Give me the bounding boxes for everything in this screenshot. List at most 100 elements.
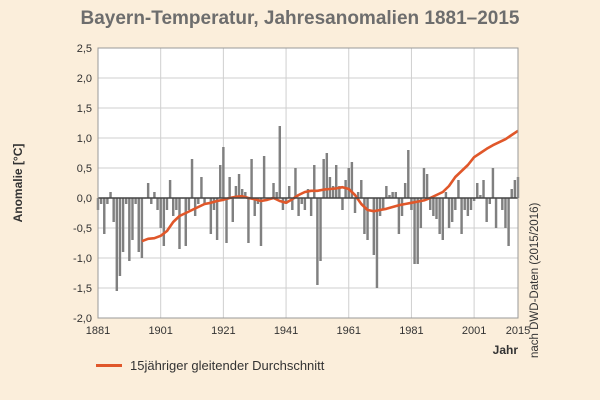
y-tick-label: 2,5 [77,43,92,55]
anomaly-bar [306,189,310,198]
anomaly-bar [153,192,156,198]
anomaly-bar [419,198,423,228]
anomaly-bar [159,198,162,228]
anomaly-bar [150,198,153,204]
anomaly-bar [219,165,222,198]
anomaly-bar [347,168,350,198]
anomaly-bar [504,198,507,228]
anomaly-bar [319,198,322,261]
legend-label: 15jähriger gleitender Durchschnitt [130,358,325,373]
anomaly-bar [99,198,103,204]
anomaly-bar [203,198,206,204]
anomaly-bar [334,165,338,198]
anomaly-bar [438,198,441,234]
anomaly-bar [128,198,131,261]
anomaly-bar [391,192,394,198]
anomaly-bar [331,186,335,198]
anomaly-bar [416,198,419,264]
anomaly-bar [225,198,228,243]
anomaly-bar [253,198,256,216]
anomaly-bar [447,198,451,228]
anomaly-bar [228,177,231,198]
anomaly-bar [121,198,125,252]
anomaly-bar [250,159,253,198]
anomaly-bar [366,198,369,240]
anomaly-bar [124,198,128,204]
anomaly-bar [397,198,401,234]
anomaly-bar [513,180,517,198]
anomaly-bar [485,198,488,222]
anomaly-bar [146,183,150,198]
anomaly-bar [215,198,219,240]
anomaly-bar [131,198,134,240]
anomaly-bar [429,198,432,210]
anomaly-bar [338,186,341,198]
anomaly-bar [244,192,247,198]
anomaly-bar [444,192,448,198]
anomaly-bar [372,198,376,255]
anomaly-bar [103,198,106,234]
anomaly-bar [190,159,194,198]
x-tick-label: 1941 [274,325,298,337]
y-tick-label: 2,0 [77,73,92,85]
anomaly-bar [281,198,285,210]
anomaly-bar [184,198,187,246]
anomaly-bar [240,189,244,198]
anomaly-bar [237,174,241,198]
y-tick-label: -0,5 [73,223,92,235]
anomaly-bar [322,159,325,198]
y-tick-label: -2,0 [73,313,92,325]
anomaly-bar [106,198,109,204]
anomaly-bar [450,198,454,222]
anomaly-bar [494,198,498,228]
anomaly-bar [466,198,470,216]
y-tick-label: 0,0 [77,193,92,205]
anomaly-bar [300,198,303,204]
anomaly-bar [172,198,175,216]
chart-title: Bayern-Temperatur, Jahresanomalien 1881–… [80,8,520,29]
anomaly-bar [115,198,119,291]
anomaly-bar [507,198,510,246]
anomaly-bar [231,198,234,222]
anomaly-bar [259,198,263,246]
y-tick-label: -1,0 [73,253,92,265]
y-axis-title: Anomalie [°C] [11,144,25,223]
anomaly-bar [325,153,329,198]
anomaly-bar [187,198,191,210]
anomaly-bar [175,198,178,210]
anomaly-bar [275,192,278,198]
anomaly-bar [353,198,357,213]
anomaly-bar [341,198,344,210]
anomaly-bar [375,198,379,288]
anomaly-bar [193,198,197,216]
anomaly-bar [488,198,492,204]
anomaly-bar [112,198,115,222]
anomaly-bar [407,150,410,198]
anomaly-bar [222,147,225,198]
anomaly-bar [328,177,332,198]
x-tick-label: 1881 [86,325,110,337]
source-note: nach DWD-Daten (2015/2016) [529,203,541,358]
anomaly-bar [168,180,172,198]
anomaly-bar [422,168,426,198]
anomaly-bar [441,198,444,240]
anomaly-bar [463,198,466,210]
anomaly-bar [200,177,203,198]
anomaly-bar [501,198,504,210]
anomaly-bar [432,198,435,216]
x-tick-label: 1901 [148,325,172,337]
anomaly-bar [165,198,169,210]
anomaly-bar [234,186,238,198]
anomaly-bar [479,195,482,198]
anomaly-bar [297,198,300,216]
anomaly-bar [140,198,144,258]
plot-area [98,48,518,318]
y-tick-label: 0,5 [77,163,92,175]
anomaly-bar [378,198,382,216]
anomaly-bar [482,180,485,198]
x-tick-label: 2015 [506,325,530,337]
y-tick-label: 1,5 [77,103,92,115]
x-tick-label: 1961 [337,325,361,337]
plot-frame [97,47,519,319]
